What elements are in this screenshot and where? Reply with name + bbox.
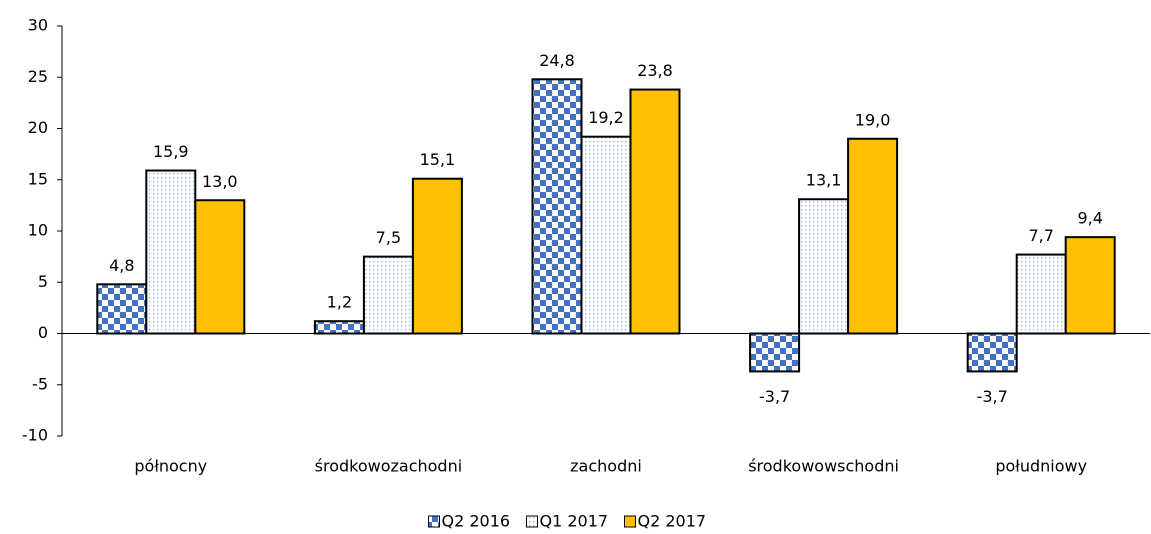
value-label: 23,8 (637, 61, 673, 80)
value-label: 24,8 (539, 51, 575, 70)
x-tick-label: środkowowschodni (748, 457, 899, 476)
legend-swatch (428, 515, 440, 528)
bar (580, 135, 632, 335)
bar (362, 255, 414, 335)
bar (145, 169, 197, 335)
y-tick-label: 30 (28, 16, 48, 35)
legend-swatch (526, 515, 538, 528)
value-label: 4,8 (109, 256, 134, 275)
value-label: 13,1 (806, 171, 842, 190)
y-tick-label: 5 (38, 272, 48, 291)
value-label: -3,7 (759, 387, 790, 406)
value-label: -3,7 (977, 387, 1008, 406)
x-tick-label: środkowozachodni (315, 457, 463, 476)
y-tick-label: 0 (38, 323, 48, 342)
legend-label: Q1 2017 (540, 512, 609, 531)
bar (1064, 236, 1116, 335)
y-tick-label: 25 (28, 67, 48, 86)
x-tick-label: południowy (995, 457, 1087, 476)
value-label: 9,4 (1077, 209, 1102, 228)
legend-label: Q2 2017 (638, 512, 707, 531)
y-tick-label: -5 (32, 374, 48, 393)
bar (629, 88, 681, 335)
bar (966, 332, 1018, 373)
y-tick-label: 10 (28, 221, 48, 240)
value-label: 19,2 (588, 108, 624, 127)
bar (798, 198, 850, 335)
value-label: 15,1 (420, 150, 456, 169)
bar (194, 199, 246, 335)
value-label: 19,0 (855, 110, 891, 129)
bar (313, 320, 365, 335)
y-tick-label: -10 (22, 426, 48, 445)
bar (847, 137, 899, 335)
value-label: 1,2 (327, 293, 352, 312)
bar (411, 177, 463, 335)
bar (749, 332, 801, 373)
x-tick-label: zachodni (570, 457, 642, 476)
y-tick-label: 15 (28, 169, 48, 188)
legend-label: Q2 2016 (442, 512, 511, 531)
value-label: 7,7 (1028, 226, 1053, 245)
value-label: 7,5 (376, 228, 401, 247)
value-label: 15,9 (153, 142, 189, 161)
bar (96, 283, 148, 335)
bar (1015, 253, 1067, 335)
legend-swatch (624, 515, 636, 528)
x-tick-label: północny (134, 457, 207, 476)
value-label: 13,0 (202, 172, 238, 191)
bar (531, 78, 583, 335)
y-tick-label: 20 (28, 118, 48, 137)
